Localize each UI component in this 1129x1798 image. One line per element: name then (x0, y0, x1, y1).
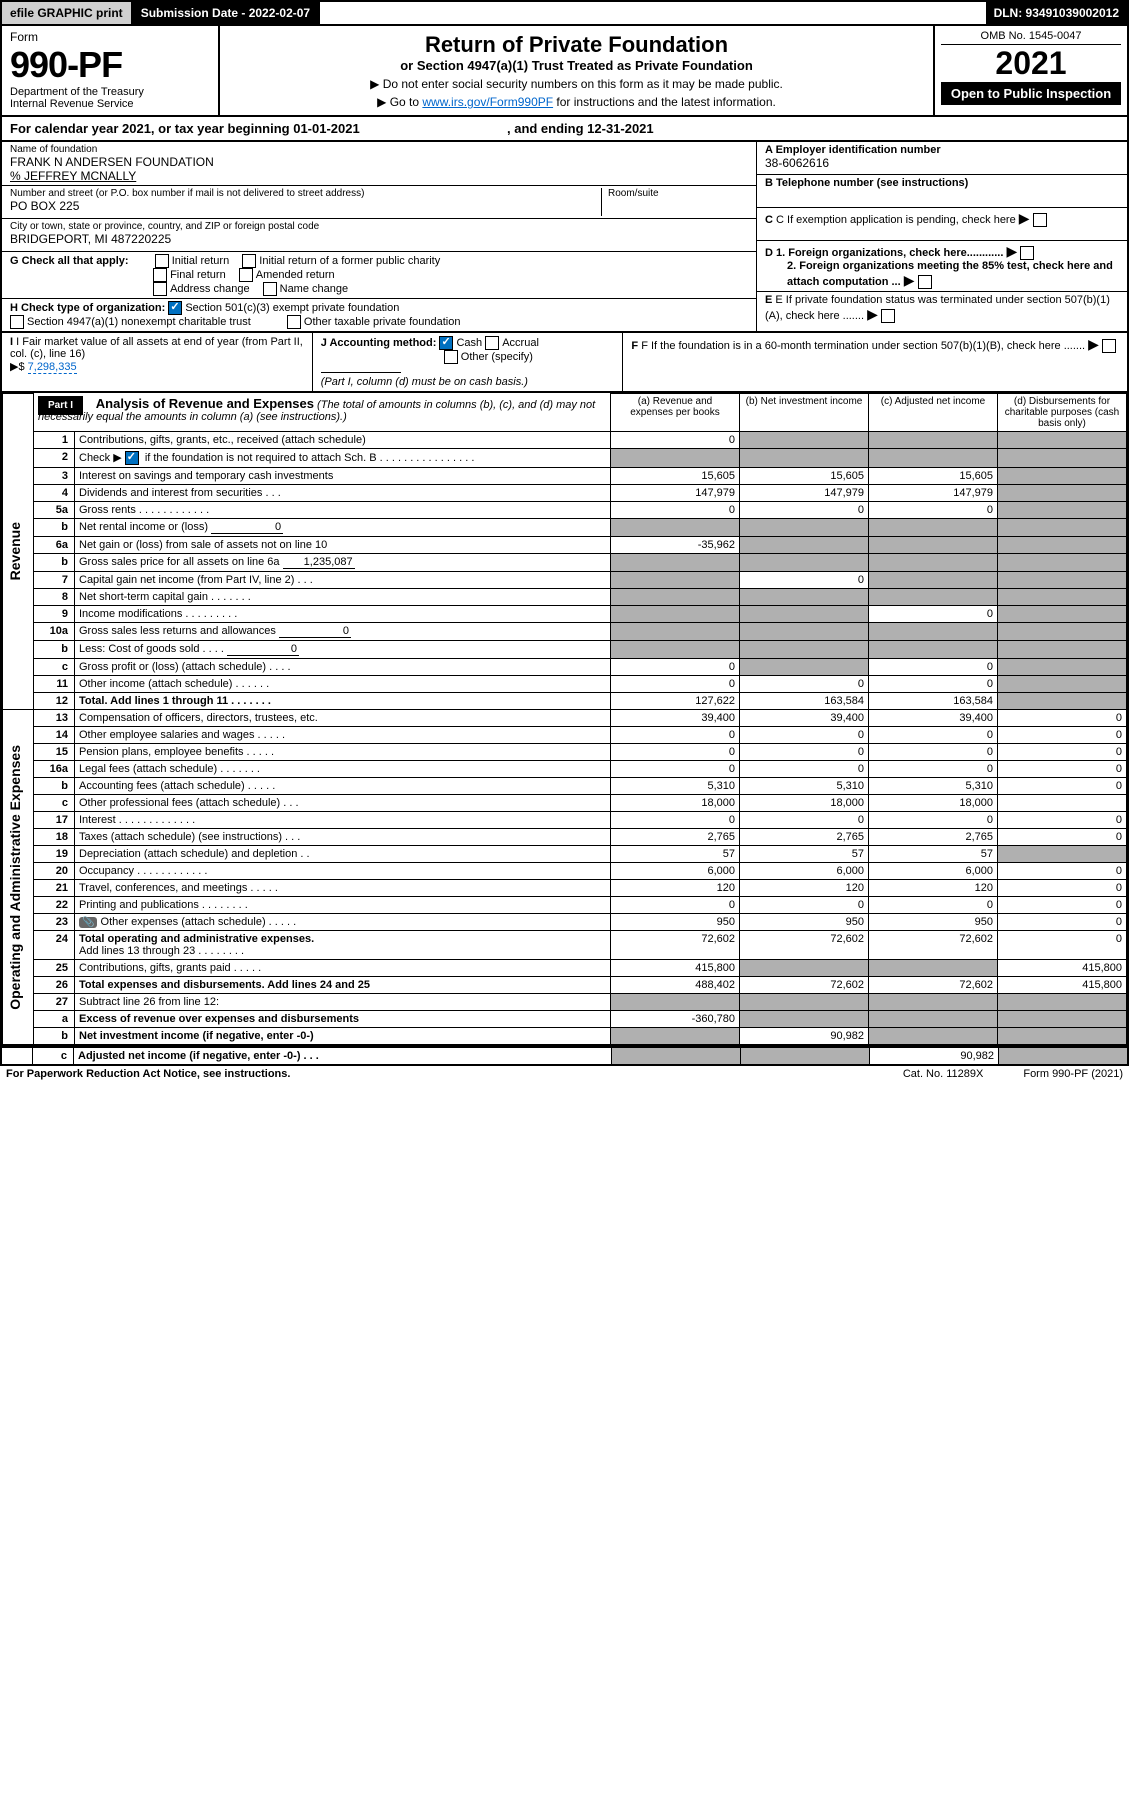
form-title-box: Return of Private Foundation or Section … (220, 26, 935, 115)
fmv-link[interactable]: 7,298,335 (28, 361, 77, 374)
phone-row: B Telephone number (see instructions) (757, 175, 1127, 208)
submission-date: Submission Date - 2022-02-07 (133, 2, 320, 24)
h-4947a1-trust[interactable]: Section 4947(a)(1) nonexempt charitable … (10, 315, 251, 329)
j-accrual[interactable]: Accrual (485, 337, 539, 349)
tax-year: 2021 (941, 45, 1121, 82)
efile-label: efile GRAPHIC print (2, 2, 133, 24)
form-subtitle: or Section 4947(a)(1) Trust Treated as P… (230, 58, 923, 73)
d1-checkbox[interactable] (1020, 246, 1034, 260)
e-terminated-row: E E If private foundation status was ter… (757, 292, 1127, 325)
dln-label: DLN: 93491039002012 (986, 2, 1127, 24)
e-checkbox[interactable] (881, 309, 895, 323)
form-ref: Form 990-PF (2021) (1023, 1068, 1123, 1080)
identification-block: Name of foundation FRANK N ANDERSEN FOUN… (0, 142, 1129, 333)
form-label: Form (10, 30, 210, 44)
j-other[interactable]: Other (specify) (444, 351, 533, 363)
street-address-row: Number and street (or P.O. box number if… (2, 186, 756, 219)
g-address-change[interactable]: Address change (153, 282, 250, 296)
form-title: Return of Private Foundation (230, 32, 923, 58)
g-amended-return[interactable]: Amended return (239, 268, 335, 282)
open-to-public: Open to Public Inspection (941, 82, 1121, 105)
form-year-box: OMB No. 1545-0047 2021 Open to Public In… (935, 26, 1127, 115)
paperclip-icon[interactable]: 📎 (79, 917, 97, 928)
page-footer: For Paperwork Reduction Act Notice, see … (0, 1066, 1129, 1082)
form-note-link: ▶ Go to www.irs.gov/Form990PF for instru… (230, 95, 923, 109)
cat-number: Cat. No. 11289X (903, 1068, 984, 1080)
paperwork-notice: For Paperwork Reduction Act Notice, see … (6, 1068, 290, 1080)
foundation-name-row: Name of foundation FRANK N ANDERSEN FOUN… (2, 142, 756, 186)
g-initial-former[interactable]: Initial return of a former public charit… (242, 254, 440, 268)
g-initial-return[interactable]: Initial return (155, 254, 229, 268)
h-other-taxable[interactable]: Other taxable private foundation (287, 315, 461, 329)
form-id-box: Form 990-PF Department of the Treasury I… (2, 26, 220, 115)
top-bar: efile GRAPHIC print Submission Date - 20… (0, 0, 1129, 26)
g-name-change[interactable]: Name change (263, 282, 349, 296)
g-final-return[interactable]: Final return (153, 268, 226, 282)
g-check-row: G Check all that apply: Initial return I… (2, 252, 756, 299)
calendar-year-row: For calendar year 2021, or tax year begi… (0, 117, 1129, 142)
expenses-side-label: Operating and Administrative Expenses (7, 745, 23, 1010)
ein-row: A Employer identification number 38-6062… (757, 142, 1127, 175)
revenue-side-label: Revenue (7, 522, 23, 580)
f-checkbox[interactable] (1102, 339, 1116, 353)
omb-number: OMB No. 1545-0047 (941, 28, 1121, 45)
schb-checkbox[interactable] (125, 451, 139, 465)
d2-checkbox[interactable] (918, 275, 932, 289)
form-note-ssn: ▶ Do not enter social security numbers o… (230, 77, 923, 91)
form-header: Form 990-PF Department of the Treasury I… (0, 26, 1129, 117)
part1-table: Revenue Part I Analysis of Revenue and E… (2, 393, 1127, 1045)
d-foreign-row: D 1. Foreign organizations, check here..… (757, 241, 1127, 292)
c-checkbox[interactable] (1033, 213, 1047, 227)
ijf-row: I I Fair market value of all assets at e… (0, 333, 1129, 393)
dept-treasury: Department of the Treasury (10, 86, 210, 98)
part1-section: Revenue Part I Analysis of Revenue and E… (0, 393, 1129, 1047)
dept-irs: Internal Revenue Service (10, 98, 210, 110)
h-501c3[interactable]: Section 501(c)(3) exempt private foundat… (168, 301, 399, 315)
c-exemption-row: C C If exemption application is pending,… (757, 208, 1127, 241)
h-check-row: H Check type of organization: Section 50… (2, 299, 756, 331)
form-number: 990-PF (10, 44, 210, 86)
form990pf-link[interactable]: www.irs.gov/Form990PF (422, 95, 553, 109)
city-row: City or town, state or province, country… (2, 219, 756, 252)
j-cash[interactable]: Cash (439, 337, 482, 349)
